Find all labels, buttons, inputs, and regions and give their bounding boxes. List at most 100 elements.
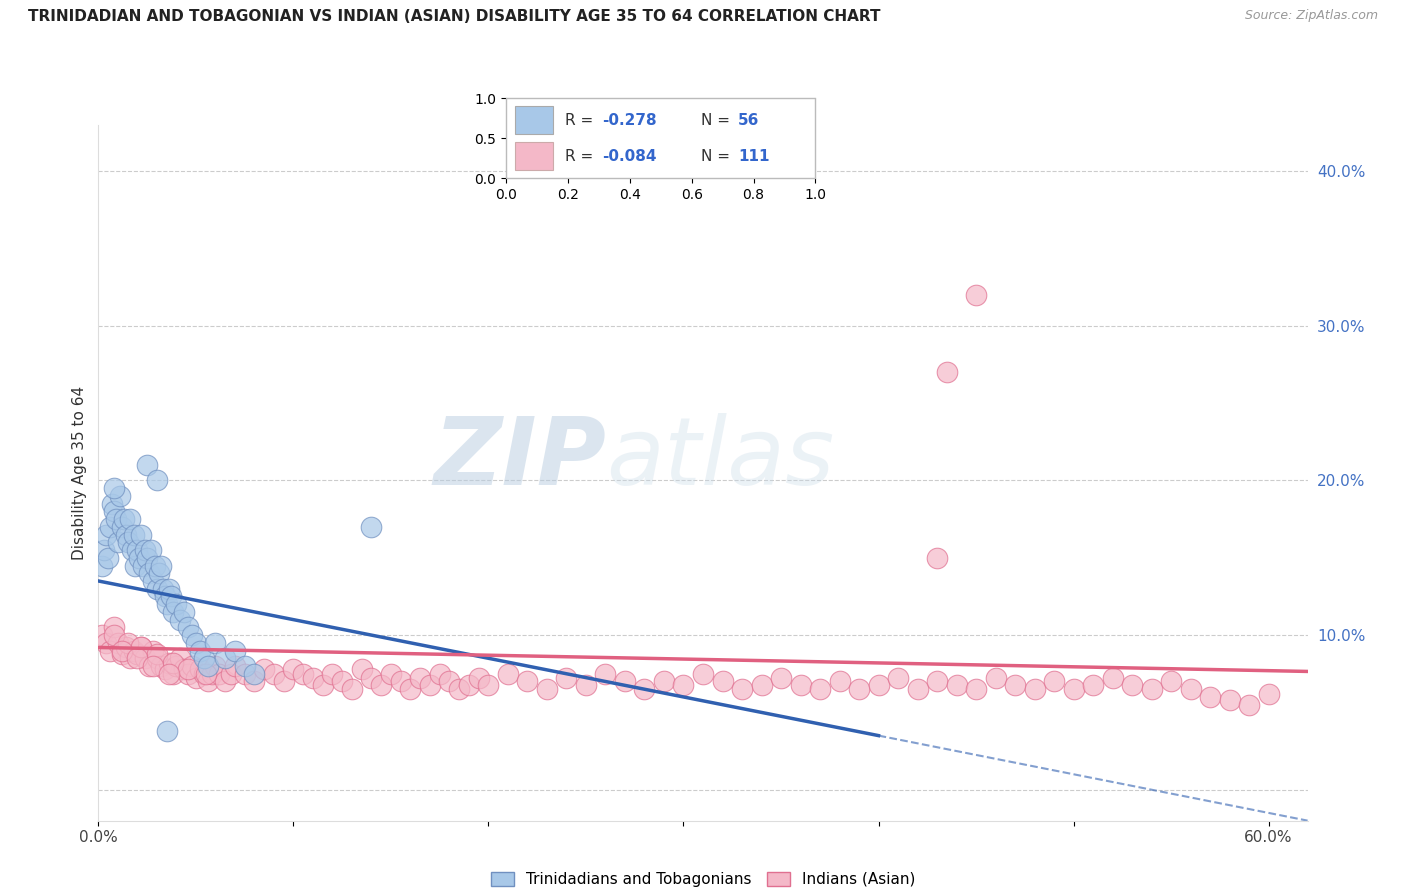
Point [208, 666, 231, 681]
Point [142, 643, 165, 657]
Point [138, 659, 160, 673]
Point [204, 636, 226, 650]
Point [114, 527, 136, 541]
Point [711, 674, 734, 689]
Point [1237, 698, 1260, 712]
Point [312, 677, 335, 691]
Point [652, 674, 675, 689]
Point [173, 605, 195, 619]
Point [224, 643, 246, 657]
Point [789, 677, 811, 691]
Point [467, 672, 489, 686]
Point [139, 543, 162, 558]
Point [389, 674, 412, 689]
Point [101, 497, 124, 511]
Point [380, 666, 402, 681]
Point [111, 647, 134, 661]
Point [107, 535, 129, 549]
Point [965, 682, 987, 697]
Point [340, 682, 363, 697]
Point [127, 647, 149, 661]
Point [575, 677, 598, 691]
Point [128, 550, 150, 565]
Point [156, 723, 179, 738]
Point [439, 674, 461, 689]
Point [148, 566, 170, 581]
Point [104, 512, 127, 526]
Point [263, 666, 285, 681]
Point [283, 662, 305, 676]
Point [111, 520, 134, 534]
Legend: Trinidadians and Tobagonians, Indians (Asian): Trinidadians and Tobagonians, Indians (A… [485, 866, 921, 892]
Point [458, 677, 481, 691]
Point [96, 636, 118, 650]
Point [214, 674, 236, 689]
Point [330, 674, 353, 689]
Point [153, 662, 176, 676]
Point [131, 640, 153, 655]
Text: 111: 111 [738, 149, 769, 164]
Text: 56: 56 [738, 112, 759, 128]
Point [273, 674, 295, 689]
Point [108, 489, 131, 503]
Point [1180, 682, 1202, 697]
Point [828, 674, 851, 689]
Point [197, 674, 219, 689]
Point [122, 643, 145, 657]
Point [672, 677, 695, 691]
Point [555, 672, 578, 686]
Point [103, 620, 125, 634]
Point [233, 659, 256, 673]
Text: R =: R = [565, 149, 598, 164]
Point [399, 682, 422, 697]
Point [370, 677, 392, 691]
Point [177, 620, 200, 634]
Point [143, 558, 166, 573]
Point [96, 527, 118, 541]
Point [118, 512, 141, 526]
Point [925, 550, 948, 565]
Point [1081, 677, 1104, 691]
Point [409, 672, 432, 686]
Point [98, 643, 121, 657]
Text: N =: N = [702, 149, 735, 164]
Point [152, 582, 174, 596]
Point [536, 682, 558, 697]
Point [204, 659, 226, 673]
Point [153, 590, 176, 604]
Point [302, 672, 325, 686]
Point [103, 481, 125, 495]
Point [114, 640, 136, 655]
Point [165, 597, 187, 611]
Point [91, 558, 114, 573]
Point [193, 666, 215, 681]
Point [477, 677, 499, 691]
Point [692, 666, 714, 681]
Text: N =: N = [702, 112, 735, 128]
Text: TRINIDADIAN AND TOBAGONIAN VS INDIAN (ASIAN) DISABILITY AGE 35 TO 64 CORRELATION: TRINIDADIAN AND TOBAGONIAN VS INDIAN (AS… [28, 9, 880, 24]
Point [848, 682, 870, 697]
Point [103, 504, 125, 518]
Point [156, 597, 179, 611]
Point [965, 288, 987, 302]
Point [449, 682, 471, 697]
Point [157, 666, 180, 681]
Point [124, 558, 146, 573]
Point [98, 520, 121, 534]
Point [117, 636, 139, 650]
Point [136, 550, 159, 565]
Point [925, 674, 948, 689]
Point [321, 666, 343, 681]
Point [159, 590, 181, 604]
Point [188, 662, 211, 676]
Point [243, 674, 266, 689]
Point [1004, 677, 1026, 691]
FancyBboxPatch shape [516, 106, 553, 134]
Point [243, 666, 266, 681]
Text: -0.084: -0.084 [602, 149, 657, 164]
Point [146, 582, 169, 596]
Point [429, 666, 451, 681]
Point [173, 662, 195, 676]
Point [138, 566, 160, 581]
Point [219, 666, 242, 681]
